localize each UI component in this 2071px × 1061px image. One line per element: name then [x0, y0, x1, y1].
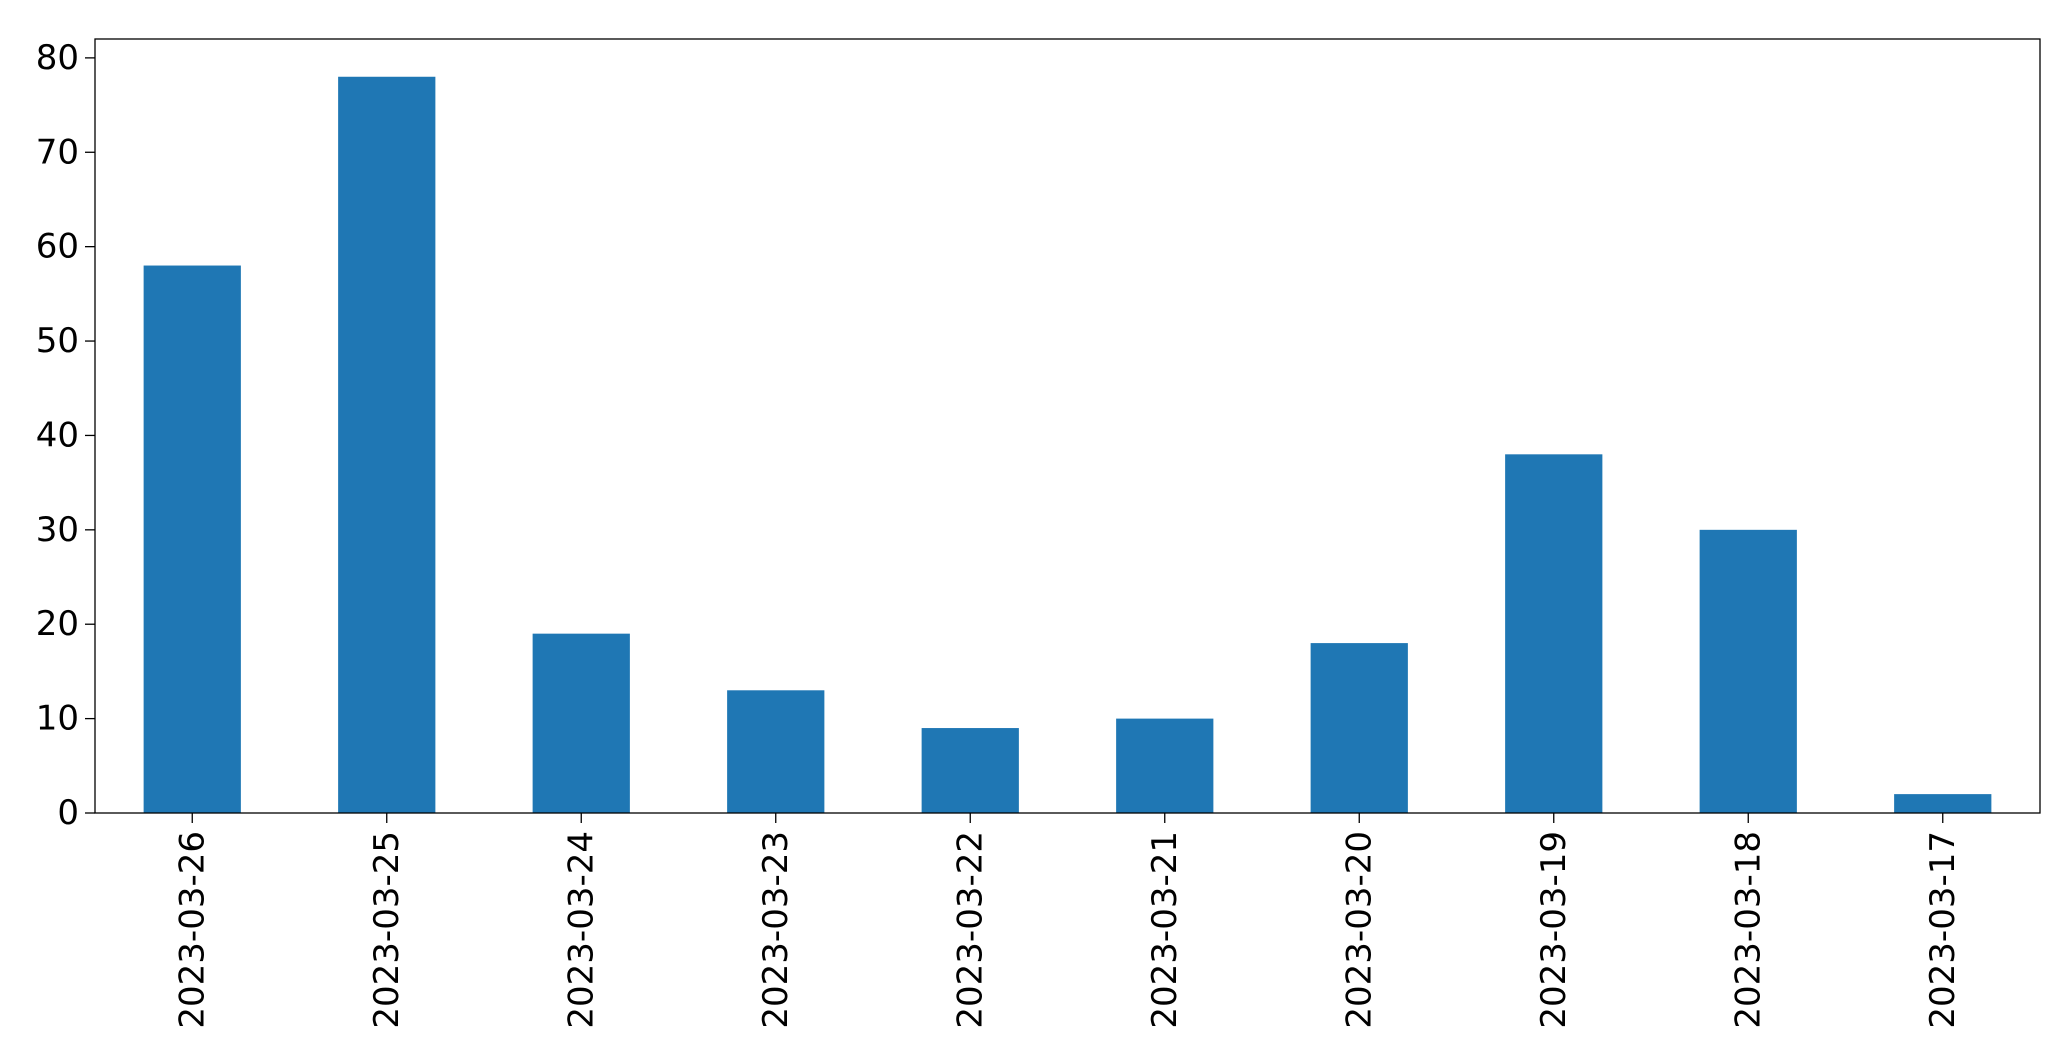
x-tick-label: 2023-03-25	[367, 831, 407, 1029]
bar-2023-03-21	[1116, 718, 1214, 813]
bar-2023-03-24	[532, 633, 630, 813]
x-tick-label: 2023-03-22	[950, 831, 990, 1029]
y-tick-label: 20	[36, 604, 79, 644]
y-tick-label: 40	[36, 415, 79, 455]
y-tick-label: 0	[57, 793, 79, 833]
x-tick-label: 2023-03-24	[561, 831, 601, 1029]
bar-2023-03-18	[1699, 529, 1797, 813]
bar-2023-03-19	[1505, 454, 1603, 813]
x-tick-label: 2023-03-26	[172, 831, 212, 1029]
x-tick-label: 2023-03-19	[1534, 831, 1574, 1029]
bars-layer	[143, 76, 1992, 813]
bar-2023-03-26	[143, 265, 241, 813]
x-tick-label: 2023-03-21	[1145, 831, 1185, 1029]
bar-2023-03-22	[921, 728, 1019, 813]
x-axis: 2023-03-26 2023-03-25 2023-03-24 2023-03-23…	[172, 813, 1963, 1029]
y-tick-label: 60	[36, 227, 79, 267]
bar-2023-03-20	[1310, 643, 1408, 813]
y-tick-label: 10	[36, 699, 79, 739]
y-tick-label: 30	[36, 510, 79, 550]
plot-frame	[94, 38, 2041, 814]
x-tick-label: 2023-03-18	[1728, 831, 1768, 1029]
bar-2023-03-23	[727, 690, 825, 813]
y-tick-label: 50	[36, 321, 79, 361]
y-tick-label: 70	[36, 132, 79, 172]
x-tick-label: 2023-03-17	[1923, 831, 1963, 1029]
y-tick-label: 80	[36, 38, 79, 78]
y-axis: 0 10 20 30 40 50 60 70 80	[36, 38, 95, 833]
bar-2023-03-17	[1894, 794, 1992, 813]
bar-2023-03-25	[338, 76, 436, 813]
x-tick-label: 2023-03-20	[1339, 831, 1379, 1029]
x-tick-label: 2023-03-23	[756, 831, 796, 1029]
